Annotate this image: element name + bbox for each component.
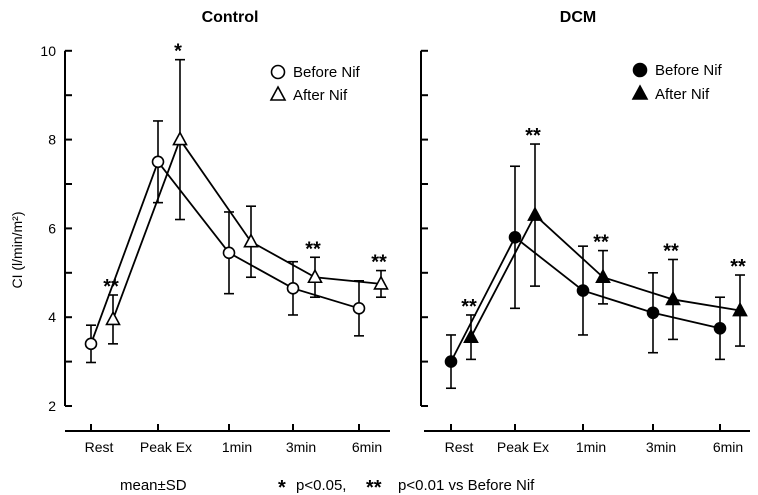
x-tick-label: Rest <box>445 439 474 455</box>
x-tick-label: 6min <box>713 439 743 455</box>
significance-mark: ** <box>663 240 679 262</box>
chart-title: Control <box>202 9 259 26</box>
x-tick-label: 6min <box>352 439 382 455</box>
data-point <box>444 355 458 368</box>
x-tick-label: 1min <box>576 439 606 455</box>
data-point <box>307 268 323 284</box>
x-tick-label: 1min <box>222 439 252 455</box>
significance-mark: ** <box>103 276 119 298</box>
legend-label: Before Nif <box>655 62 723 79</box>
chart-title: DCM <box>560 9 596 26</box>
data-point <box>105 310 121 326</box>
y-axis-label: CI (l/min/m²) <box>9 212 25 289</box>
data-point <box>508 230 522 244</box>
footnote-mean-sd: mean±SD <box>120 477 187 494</box>
data-point <box>172 130 188 146</box>
control-panel: Control 2 4 6 8 10 CI (l/min/m²) Rest Peak Ex 1mi… <box>9 9 390 455</box>
x-tick-label: 3min <box>286 439 316 455</box>
significance-mark: ** <box>371 252 387 274</box>
data-point <box>84 337 98 351</box>
significance-mark: ** <box>461 296 477 318</box>
y-tick-label: 10 <box>40 43 56 59</box>
significance-mark: * <box>174 41 182 63</box>
legend-label: After Nif <box>293 87 348 104</box>
legend-label: After Nif <box>655 86 710 103</box>
data-point <box>463 328 479 343</box>
y-tick-label: 8 <box>48 132 56 148</box>
significance-mark: ** <box>525 125 541 147</box>
x-tick-label: Peak Ex <box>497 439 549 455</box>
footnote-p001: p<0.01 vs Before Nif <box>398 477 535 494</box>
significance-mark: ** <box>305 238 321 260</box>
data-point <box>713 321 727 335</box>
x-tick-label: Rest <box>85 439 114 455</box>
legend-marker <box>632 62 648 78</box>
series-line <box>112 137 382 320</box>
data-point <box>665 290 681 306</box>
significance-mark: ** <box>593 232 609 254</box>
data-point <box>527 206 543 221</box>
data-point <box>373 275 389 290</box>
x-tick-label: 3min <box>646 439 676 455</box>
data-point <box>151 155 165 169</box>
data-point <box>576 284 590 297</box>
footnote-double-star: ** <box>366 477 382 495</box>
data-point <box>352 302 366 315</box>
y-tick-label: 4 <box>48 309 56 325</box>
data-point <box>646 306 660 320</box>
data-point <box>243 233 259 248</box>
footnote-single-star: * <box>278 477 286 495</box>
data-point <box>732 301 748 317</box>
legend-marker <box>270 64 286 80</box>
legend-label: Before Nif <box>293 64 361 81</box>
legend-marker <box>269 85 287 101</box>
y-tick-label: 6 <box>48 220 56 236</box>
y-tick-label: 2 <box>48 398 56 414</box>
dcm-panel: DCM Rest Peak Ex 1min 3min 6min ** ** ** ** ** Befo… <box>420 9 750 455</box>
data-point <box>286 282 300 295</box>
x-tick-label: Peak Ex <box>140 439 192 455</box>
footnote-p005: p<0.05, <box>296 477 346 494</box>
legend-marker <box>631 84 649 100</box>
data-point <box>222 246 236 260</box>
significance-mark: ** <box>730 256 746 278</box>
data-point <box>595 268 611 284</box>
